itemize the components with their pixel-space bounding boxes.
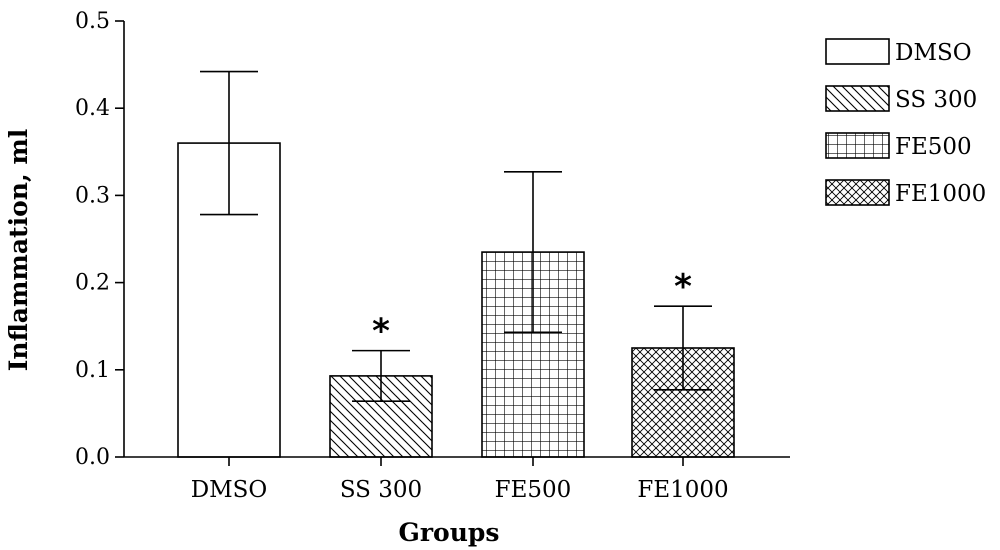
- legend-label: FE500: [895, 134, 972, 160]
- bars: **: [177, 70, 735, 458]
- legend-swatch: [825, 85, 890, 112]
- legend-label: FE1000: [895, 181, 986, 207]
- legend-item-dmso: DMSO: [825, 38, 972, 66]
- significance-marker: *: [372, 312, 390, 352]
- x-tick-label: SS 300: [340, 477, 422, 503]
- legend-item-fe1000: FE1000: [825, 179, 986, 207]
- y-tick-label: 0.2: [75, 271, 110, 296]
- y-axis: 0.0 0.1 0.2 0.3 0.4 0.5: [75, 9, 125, 470]
- x-tick-label: FE500: [495, 477, 572, 503]
- y-tick-label: 0.1: [75, 358, 110, 383]
- significance-marker: *: [674, 267, 692, 307]
- y-axis-title: Inflammation, ml: [4, 129, 33, 372]
- x-axis-title: Groups: [399, 518, 500, 547]
- legend: DMSO SS 300 FE500 FE1000: [825, 38, 986, 207]
- legend-swatch: [825, 132, 890, 159]
- y-tick-label: 0.5: [75, 9, 110, 34]
- legend-label: SS 300: [895, 87, 977, 113]
- y-tick-label: 0.3: [75, 183, 110, 208]
- legend-label: DMSO: [895, 40, 972, 66]
- legend-item-ss-300: SS 300: [825, 85, 977, 113]
- legend-swatch: [825, 179, 890, 206]
- y-tick-label: 0.4: [75, 96, 110, 121]
- x-tick-label: FE1000: [637, 477, 728, 503]
- legend-swatch: [825, 38, 890, 65]
- y-tick-label: 0.0: [75, 445, 110, 470]
- legend-item-fe500: FE500: [825, 132, 972, 160]
- x-tick-label: DMSO: [191, 477, 268, 503]
- x-axis: DMSO SS 300 FE500 FE1000: [124, 456, 790, 503]
